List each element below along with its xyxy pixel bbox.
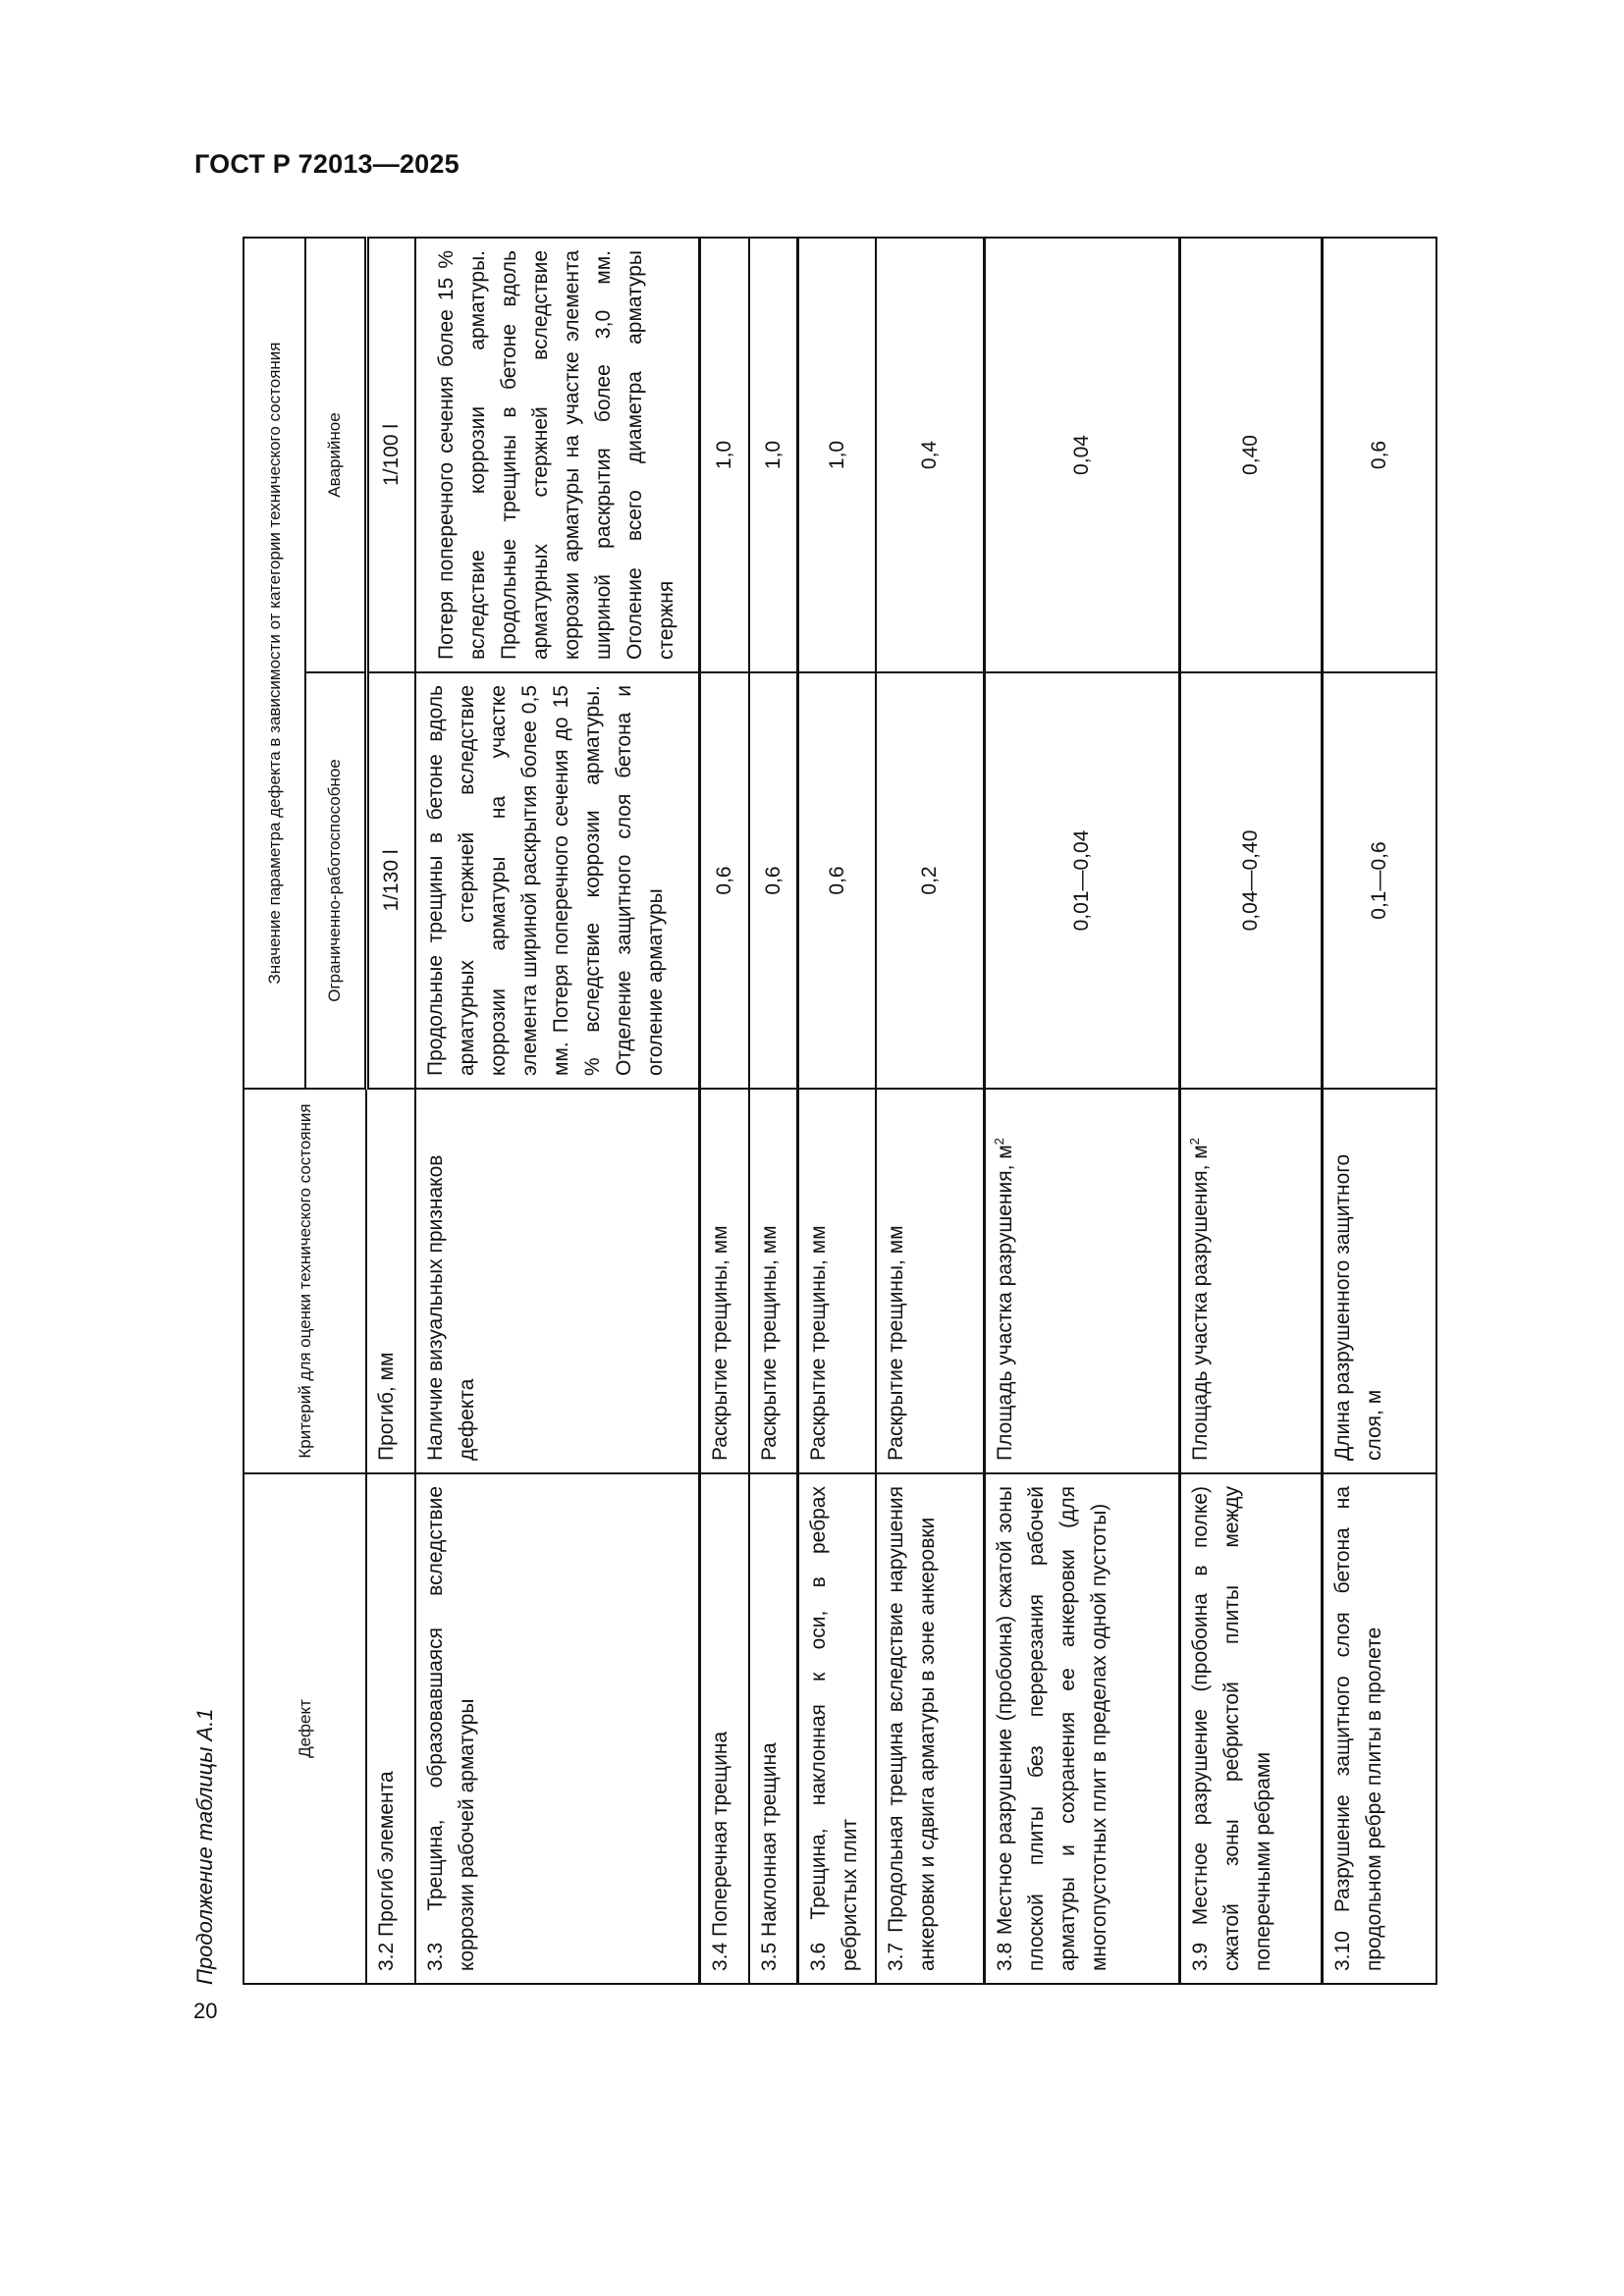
table-row: 3.9 Местное разрушение (пробоина в полке… <box>1179 237 1323 1984</box>
cell-criterion: Площадь участка разрушения, м2 <box>984 1089 1180 1473</box>
cell-criterion: Раскрытие трещины, мм <box>876 1089 985 1473</box>
cell-limited: 0,2 <box>876 672 985 1089</box>
table-row: 3.3 Трещина, образовавшаяся вследствие к… <box>415 237 700 1984</box>
cell-limited: 1/130 l <box>366 672 416 1089</box>
table-row: 3.4 Поперечная трещина Раскрытие трещины… <box>699 237 750 1984</box>
rotated-table-wrapper: Дефект Критерий для оценки технического … <box>243 237 1437 1985</box>
cell-emergency: 0,40 <box>1179 237 1323 672</box>
cell-emergency: 1,0 <box>749 237 798 672</box>
cell-emergency: 0,6 <box>1322 237 1436 672</box>
table-row: 3.7 Продольная трещина вследствие наруше… <box>876 237 985 1984</box>
cell-criterion: Наличие визуальных признаков дефекта <box>415 1089 700 1473</box>
cell-criterion: Прогиб, мм <box>366 1089 416 1473</box>
cell-emergency: Потеря поперечного сечения более 15 % вс… <box>415 237 700 672</box>
cell-defect: 3.10 Разрушение защитного слоя бетона на… <box>1322 1473 1436 1984</box>
cell-defect: 3.3 Трещина, образовавшаяся вследствие к… <box>415 1473 700 1984</box>
defect-table: Дефект Критерий для оценки технического … <box>243 237 1437 1985</box>
page-number: 20 <box>193 1999 218 2023</box>
header-defect: Дефект <box>244 1473 367 1984</box>
cell-limited: 0,6 <box>749 672 798 1089</box>
unit-superscript: 2 <box>1187 1138 1203 1146</box>
criterion-text: Площадь участка разрушения, м <box>1189 1145 1213 1461</box>
cell-emergency: 0,04 <box>984 237 1180 672</box>
cell-criterion: Раскрытие трещины, мм <box>749 1089 798 1473</box>
cell-defect: 3.5 Наклонная трещина <box>749 1473 798 1984</box>
cell-limited: 0,04—0,40 <box>1179 672 1323 1089</box>
cell-defect: 3.6 Трещина, наклонная к оси, в ребрах р… <box>797 1473 877 1984</box>
cell-defect: 3.4 Поперечная трещина <box>699 1473 750 1984</box>
table-caption: Продолжение таблицы А.1 <box>192 1708 217 1985</box>
header-limited: Ограниченно-работоспособное <box>305 672 367 1089</box>
header-emergency: Аварийное <box>305 237 367 672</box>
unit-superscript: 2 <box>992 1138 1007 1146</box>
cell-criterion: Раскрытие трещины, мм <box>699 1089 750 1473</box>
table-row: 3.6 Трещина, наклонная к оси, в ребрах р… <box>797 237 877 1984</box>
header-criterion: Критерий для оценки технического состоян… <box>244 1089 367 1473</box>
table-row: 3.8 Местное разрушение (пробоина) сжатой… <box>984 237 1180 1984</box>
cell-defect: 3.9 Местное разрушение (пробоина в полке… <box>1179 1473 1323 1984</box>
cell-limited: 0,6 <box>797 672 877 1089</box>
table-row: 3.5 Наклонная трещина Раскрытие трещины,… <box>749 237 798 1984</box>
cell-defect: 3.8 Местное разрушение (пробоина) сжатой… <box>984 1473 1180 1984</box>
cell-criterion: Длина разрушенного защитного слоя, м <box>1322 1089 1436 1473</box>
cell-limited: Продольные трещины в бетоне вдоль армату… <box>415 672 700 1089</box>
document-code: ГОСТ Р 72013—2025 <box>194 149 460 179</box>
cell-criterion: Площадь участка разрушения, м2 <box>1179 1089 1323 1473</box>
header-value-group: Значение параметра дефекта в зависимости… <box>244 237 306 1089</box>
cell-emergency: 1,0 <box>797 237 877 672</box>
criterion-text: Площадь участка разрушения, м <box>994 1145 1017 1461</box>
cell-emergency: 0,4 <box>876 237 985 672</box>
cell-defect: 3.2 Прогиб элемента <box>366 1473 416 1984</box>
cell-emergency: 1,0 <box>699 237 750 672</box>
table-row: 3.2 Прогиб элемента Прогиб, мм 1/130 l 1… <box>366 237 416 1984</box>
cell-defect: 3.7 Продольная трещина вследствие наруше… <box>876 1473 985 1984</box>
cell-emergency: 1/100 l <box>366 237 416 672</box>
table-row: 3.10 Разрушение защитного слоя бетона на… <box>1322 237 1436 1984</box>
cell-limited: 0,01—0,04 <box>984 672 1180 1089</box>
cell-limited: 0,1—0,6 <box>1322 672 1436 1089</box>
cell-limited: 0,6 <box>699 672 750 1089</box>
cell-criterion: Раскрытие трещины, мм <box>797 1089 877 1473</box>
